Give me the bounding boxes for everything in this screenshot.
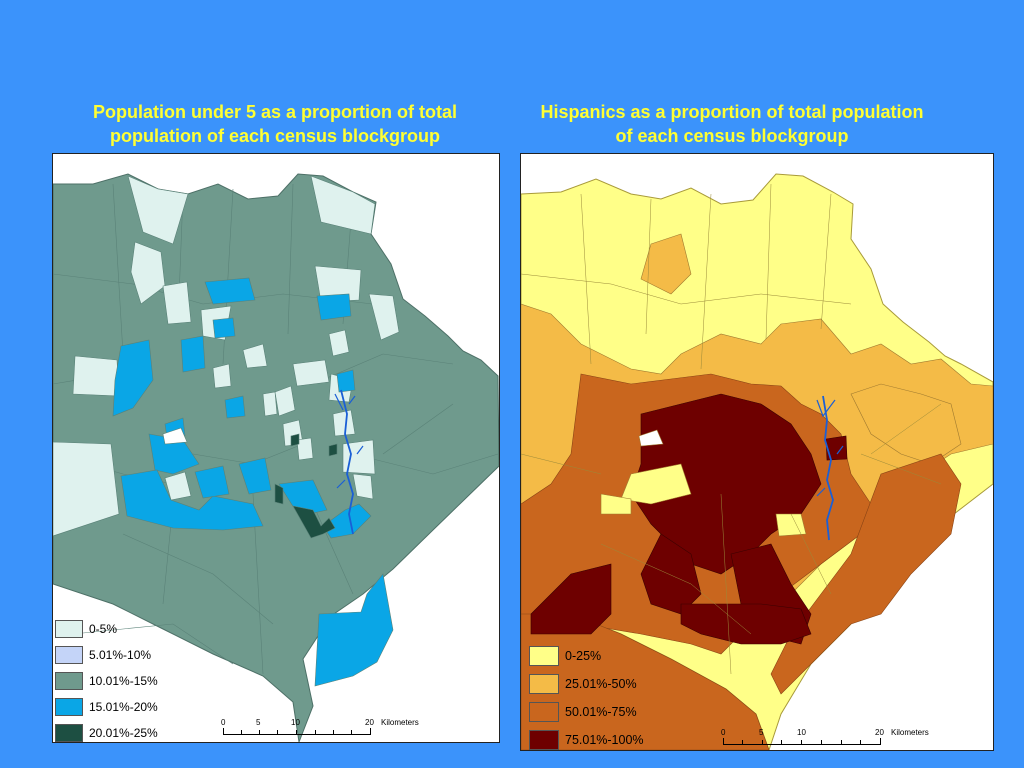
- legend-swatch: [529, 674, 559, 694]
- scale-minor-tick: [296, 730, 297, 734]
- scale-unit-label: Kilometers: [891, 728, 929, 737]
- right-light-islands: [600, 463, 807, 537]
- legend-label: 15.01%-20%: [89, 700, 158, 714]
- right-blockgroup-lines: [521, 183, 942, 675]
- legend-swatch: [55, 646, 83, 664]
- legend-label: 10.01%-15%: [89, 674, 158, 688]
- scale-tick-label: 10: [797, 728, 806, 737]
- scale-tick-label: 20: [875, 728, 884, 737]
- legend-swatch: [55, 620, 83, 638]
- legend-swatch: [529, 730, 559, 750]
- scale-minor-tick: [742, 740, 743, 744]
- left-nodata-area: [162, 427, 188, 445]
- scale-tick-label: 0: [721, 728, 726, 737]
- legend-swatch: [55, 698, 83, 716]
- left-map-canvas: [53, 173, 499, 742]
- right-river: [822, 395, 834, 541]
- scale-minor-tick: [315, 730, 316, 734]
- scale-tick-label: 20: [365, 718, 374, 727]
- right-map-title-line1: Hispanics as a proportion of total popul…: [540, 102, 924, 122]
- scale-bar-line: [723, 738, 881, 745]
- scale-unit-label: Kilometers: [381, 718, 419, 727]
- left-river: [340, 389, 354, 535]
- scale-minor-tick: [259, 730, 260, 734]
- legend-label: 0-5%: [89, 622, 118, 636]
- scale-minor-tick: [821, 740, 822, 744]
- legend-label: 0-25%: [565, 649, 602, 663]
- legend-label: 25.01%-50%: [565, 677, 637, 691]
- left-map-title-line2: population of each census blockgroup: [109, 126, 441, 146]
- legend-label: 50.01%-75%: [565, 705, 637, 719]
- left-legend: 0-5% 5.01%-10% 10.01%-15% 15.01%-20% 20.…: [55, 620, 195, 742]
- scale-bar-line: [223, 728, 371, 735]
- right-nodata-area: [638, 429, 664, 447]
- right-map-canvas: [521, 173, 993, 750]
- legend-swatch: [55, 724, 83, 742]
- left-map-title: Population under 5 as a proportion of to…: [52, 100, 498, 148]
- scale-minor-tick: [351, 730, 352, 734]
- right-legend: 0-25% 25.01%-50% 50.01%-75% 75.01%-100%: [529, 646, 669, 750]
- scale-minor-tick: [781, 740, 782, 744]
- left-class-0-5: [53, 175, 400, 537]
- right-map-title: Hispanics as a proportion of total popul…: [520, 100, 944, 148]
- scale-tick-label: 0: [221, 718, 226, 727]
- right-map-frame: 0-25% 25.01%-50% 50.01%-75% 75.01%-100% …: [520, 153, 994, 751]
- scale-minor-tick: [241, 730, 242, 734]
- right-scale-bar: 0 5 10 20 Kilometers: [721, 728, 961, 748]
- scale-tick-label: 5: [256, 718, 261, 727]
- scale-minor-tick: [860, 740, 861, 744]
- right-river-tributaries: [816, 399, 844, 497]
- legend-label: 5.01%-10%: [89, 648, 152, 662]
- legend-label: 75.01%-100%: [565, 733, 644, 747]
- scale-tick-label: 10: [291, 718, 300, 727]
- left-map-title-line1: Population under 5 as a proportion of to…: [93, 102, 457, 122]
- scale-minor-tick: [333, 730, 334, 734]
- left-scale-bar: 0 5 10 20 Kilometers: [221, 718, 431, 738]
- left-class-20-25: [274, 433, 338, 539]
- right-class-75-100: [530, 393, 848, 645]
- left-river-tributaries: [334, 393, 364, 489]
- scale-minor-tick: [801, 740, 802, 744]
- scale-minor-tick: [762, 740, 763, 744]
- scale-minor-tick: [841, 740, 842, 744]
- left-map-frame: 0-5% 5.01%-10% 10.01%-15% 15.01%-20% 20.…: [52, 153, 500, 743]
- legend-swatch: [529, 646, 559, 666]
- legend-label: 20.01%-25%: [89, 726, 158, 740]
- legend-swatch: [55, 672, 83, 690]
- scale-tick-label: 5: [759, 728, 764, 737]
- right-map-title-line2: of each census blockgroup: [615, 126, 849, 146]
- left-class-15-20: [112, 277, 394, 687]
- legend-swatch: [529, 702, 559, 722]
- scale-minor-tick: [277, 730, 278, 734]
